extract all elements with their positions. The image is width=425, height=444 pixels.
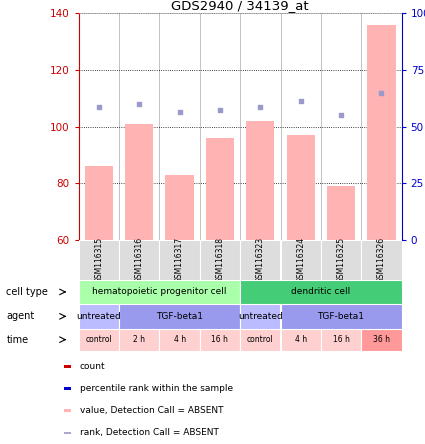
Text: GSM116316: GSM116316 [135, 237, 144, 283]
Bar [79, 304, 119, 329]
Point [136, 100, 142, 107]
Point [297, 98, 304, 105]
Bar [200, 240, 240, 280]
Text: TGF-beta1: TGF-beta1 [317, 312, 365, 321]
Bar [119, 304, 240, 329]
Text: hematopoietic progenitor cell: hematopoietic progenitor cell [92, 287, 227, 297]
Bar [79, 280, 240, 304]
Bar [280, 329, 321, 351]
Text: control: control [85, 335, 112, 344]
Bar [240, 329, 280, 351]
Bar [125, 124, 153, 240]
Bar [159, 329, 200, 351]
Text: 2 h: 2 h [133, 335, 145, 344]
Bar [240, 280, 402, 304]
Text: GSM116325: GSM116325 [337, 237, 346, 283]
Text: 16 h: 16 h [333, 335, 349, 344]
Text: GSM116326: GSM116326 [377, 237, 386, 283]
Point [176, 109, 183, 116]
Bar [321, 240, 361, 280]
Text: 4 h: 4 h [173, 335, 186, 344]
Bar [159, 240, 200, 280]
Text: 36 h: 36 h [373, 335, 390, 344]
Text: cell type: cell type [6, 287, 48, 297]
Text: count: count [80, 362, 105, 371]
Bar [79, 240, 119, 280]
Text: GSM116324: GSM116324 [296, 237, 305, 283]
Text: TGF-beta1: TGF-beta1 [156, 312, 203, 321]
Text: GSM116317: GSM116317 [175, 237, 184, 283]
Text: 16 h: 16 h [212, 335, 228, 344]
Text: dendritic cell: dendritic cell [291, 287, 351, 297]
Bar [240, 304, 280, 329]
Title: GDS2940 / 34139_at: GDS2940 / 34139_at [171, 0, 309, 12]
Text: percentile rank within the sample: percentile rank within the sample [80, 384, 233, 393]
Text: untreated: untreated [76, 312, 121, 321]
Text: 4 h: 4 h [295, 335, 307, 344]
Point [337, 112, 344, 119]
Bar [327, 186, 355, 240]
Bar [361, 240, 402, 280]
Bar [119, 240, 159, 280]
Bar [280, 240, 321, 280]
Text: agent: agent [6, 311, 34, 321]
Bar [64, 365, 71, 368]
Text: value, Detection Call = ABSENT: value, Detection Call = ABSENT [80, 406, 223, 415]
Bar [206, 138, 234, 240]
Text: rank, Detection Call = ABSENT: rank, Detection Call = ABSENT [80, 428, 218, 437]
Bar [367, 25, 396, 240]
Bar [64, 409, 71, 412]
Text: GSM116323: GSM116323 [256, 237, 265, 283]
Bar [64, 387, 71, 390]
Bar [361, 329, 402, 351]
Text: untreated: untreated [238, 312, 283, 321]
Bar [79, 329, 119, 351]
Bar [85, 166, 113, 240]
Point [95, 103, 102, 110]
Text: control: control [247, 335, 274, 344]
Text: GSM116315: GSM116315 [94, 237, 103, 283]
Bar [240, 240, 280, 280]
Bar [200, 329, 240, 351]
Point [216, 106, 223, 113]
Point [257, 103, 264, 110]
Bar [321, 329, 361, 351]
Bar [286, 135, 315, 240]
Bar [280, 304, 402, 329]
Point [378, 89, 385, 96]
Bar [119, 329, 159, 351]
Bar [165, 174, 194, 240]
Text: GSM116318: GSM116318 [215, 237, 224, 283]
Text: time: time [6, 335, 28, 345]
Bar [246, 121, 275, 240]
Bar [64, 432, 71, 434]
